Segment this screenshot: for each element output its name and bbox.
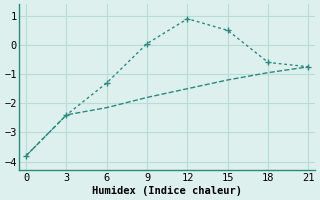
X-axis label: Humidex (Indice chaleur): Humidex (Indice chaleur): [92, 186, 242, 196]
